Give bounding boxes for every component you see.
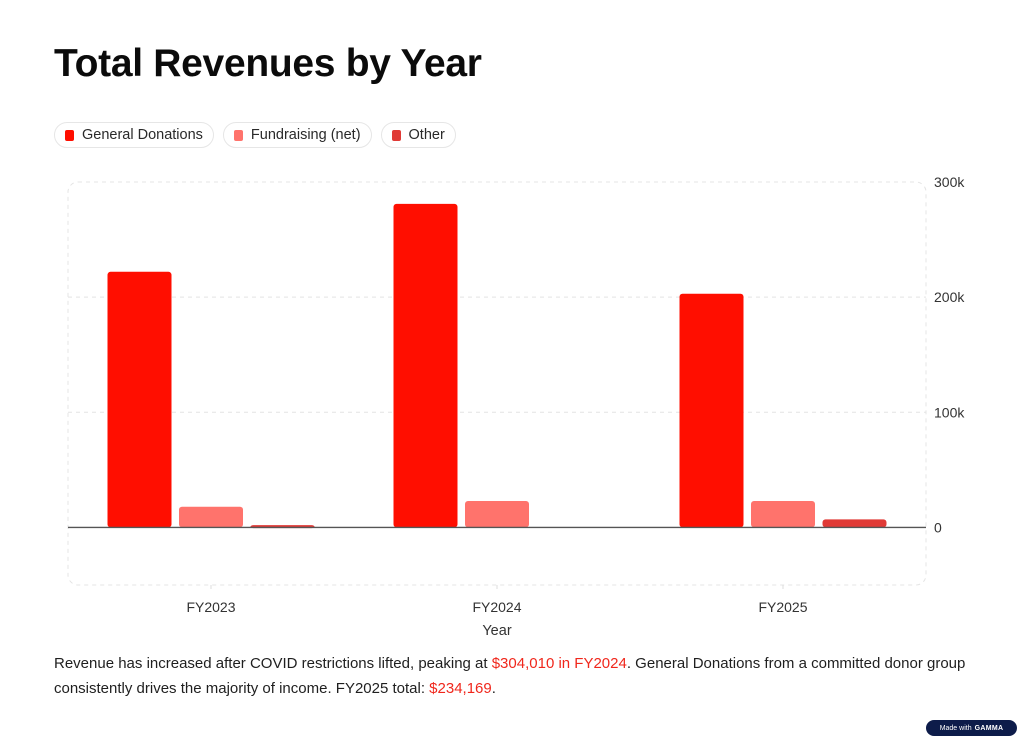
- description-text: .: [491, 680, 496, 697]
- legend: General Donations Fundraising (net) Othe…: [54, 122, 456, 148]
- y-tick-label: 0: [934, 519, 942, 535]
- y-tick-label: 200k: [934, 289, 965, 305]
- gamma-logo: GAMMA: [974, 724, 1004, 732]
- bar-fundraising-net-fy2025: [751, 500, 815, 528]
- gridlines: [68, 296, 926, 413]
- bar-chart: 0 100k 200k 300k FY2023 FY2024 FY2025 Year: [67, 174, 965, 639]
- y-tick-label: 100k: [934, 404, 965, 420]
- bar-other-fy2025: [822, 519, 887, 528]
- legend-label: Other: [408, 127, 445, 143]
- bar-general-donations-fy2025: [679, 293, 744, 528]
- chart-title: Total Revenues by Year: [54, 42, 482, 85]
- chart-description: Revenue has increased after COVID restri…: [54, 651, 984, 701]
- badge-prefix: Made with: [939, 724, 972, 732]
- description-text: Revenue has increased after COVID restri…: [54, 655, 492, 672]
- bar-general-donations-fy2024: [393, 203, 458, 528]
- legend-item-other[interactable]: Other: [380, 122, 456, 148]
- legend-item-general-donations[interactable]: General Donations: [54, 122, 214, 148]
- bars: [107, 203, 887, 529]
- legend-swatch-other: [391, 129, 401, 141]
- y-axis: 0 100k 200k 300k: [934, 174, 965, 535]
- x-tick-label: FY2024: [472, 599, 521, 615]
- bar-fundraising-net-fy2023: [179, 506, 243, 528]
- x-axis-title: Year: [482, 623, 511, 639]
- made-with-gamma-badge[interactable]: Made with GAMMA: [926, 720, 1017, 736]
- total-highlight: $234,169: [429, 680, 492, 697]
- legend-swatch-general-donations: [65, 129, 74, 141]
- y-tick-label: 300k: [934, 174, 965, 190]
- legend-swatch-fundraising: [233, 129, 243, 141]
- x-tick-label: FY2023: [186, 599, 235, 615]
- bar-fundraising-net-fy2024: [465, 500, 529, 528]
- x-axis: FY2023 FY2024 FY2025: [186, 585, 808, 615]
- plot-frame: [67, 181, 927, 586]
- peak-highlight: $304,010 in FY2024: [491, 655, 627, 672]
- legend-label: General Donations: [82, 127, 203, 143]
- bar-general-donations-fy2023: [107, 271, 172, 528]
- legend-label: Fundraising (net): [250, 127, 361, 143]
- description-text: . General Donations from a committed don…: [54, 655, 966, 697]
- x-tick-label: FY2025: [758, 599, 807, 615]
- legend-item-fundraising[interactable]: Fundraising (net): [222, 122, 372, 148]
